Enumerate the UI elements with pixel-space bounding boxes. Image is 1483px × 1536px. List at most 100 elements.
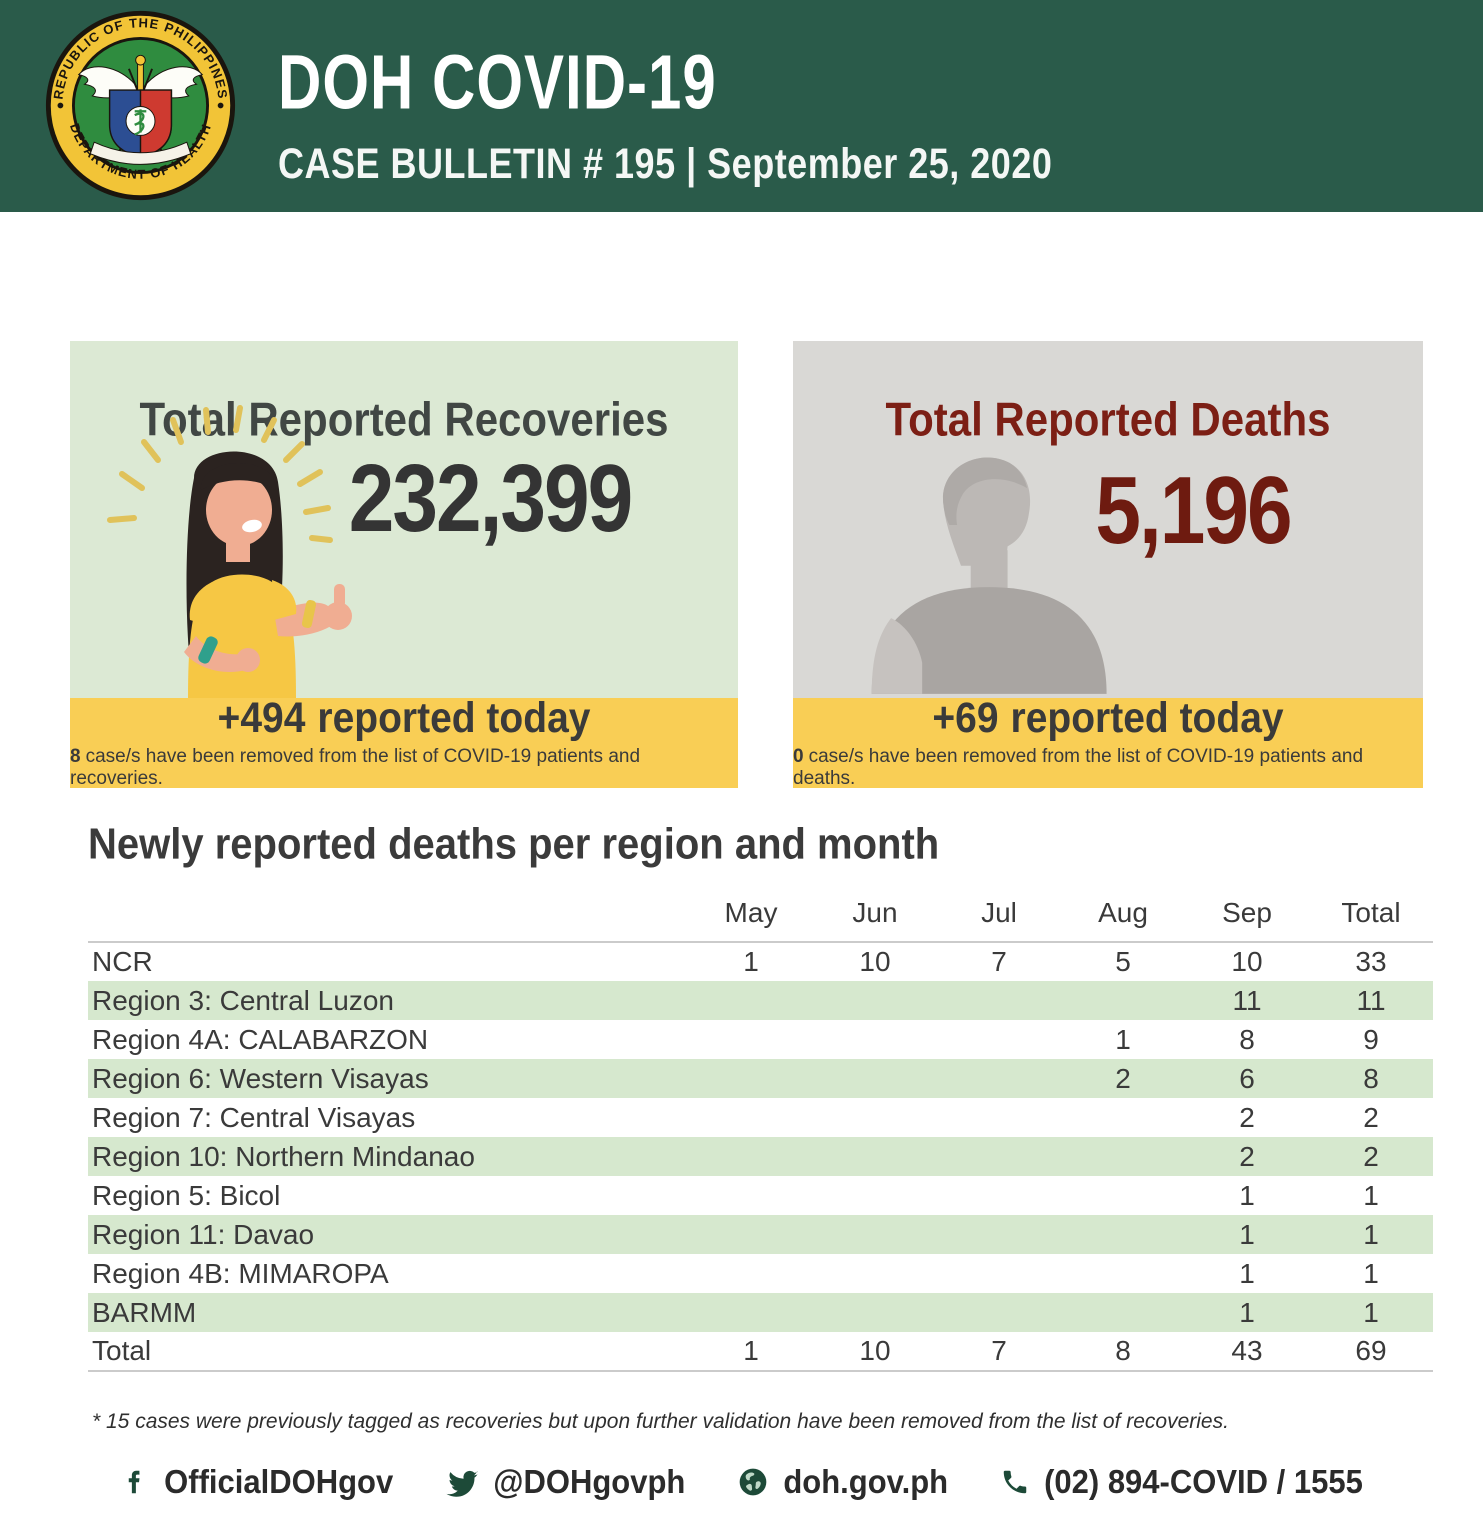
cell-value: 1 [1363, 1218, 1379, 1250]
cell-value [689, 1293, 813, 1332]
table-row: Region 6: Western Visayas 2 6 8 [88, 1059, 1433, 1098]
deaths-delta-label: reported today [1010, 694, 1284, 742]
column-header-region [88, 897, 689, 943]
cell-value: 1 [1115, 1023, 1131, 1055]
deaths-value: 5,196 [1095, 458, 1292, 564]
table-row: Region 7: Central Visayas 2 2 [88, 1098, 1433, 1137]
region-label: BARMM [92, 1296, 197, 1328]
phone-contact[interactable]: (02) 894-COVID / 1555 [1000, 1462, 1363, 1501]
table-row: NCR 1 10 7 5 10 33 [88, 942, 1433, 981]
deaths-delta-band: +69 reported today 0 case/s have been remo… [793, 694, 1423, 789]
region-label: Region 4B: MIMAROPA [92, 1257, 389, 1289]
cell-value [813, 981, 937, 1020]
region-label: NCR [92, 946, 153, 977]
cell-value: 11 [1232, 984, 1262, 1016]
deaths-by-region-table: May Jun Jul Aug Sep Total NCR 1 10 7 5 1… [88, 897, 1433, 1372]
column-header-total: Total [1309, 897, 1433, 943]
contact-bar: OfficialDOHgov @DOHgovph doh.gov.ph (02)… [0, 1452, 1483, 1512]
facebook-handle: OfficialDOHgov [164, 1462, 394, 1501]
deaths-title: Total Reported Deaths [885, 393, 1331, 446]
region-label: Region 7: Central Visayas [92, 1101, 416, 1133]
cell-value [937, 981, 1061, 1020]
cell-value [1061, 1215, 1185, 1254]
page-title: DOH COVID-19 [278, 39, 717, 126]
cell-value [937, 1137, 1061, 1176]
recoveries-value: 232,399 [348, 446, 633, 552]
table-total-row: Total 1 10 7 8 43 69 [88, 1332, 1433, 1372]
cell-value: 1 [1363, 1257, 1379, 1289]
cell-value: 2 [1239, 1140, 1255, 1172]
cell-value [689, 1059, 813, 1098]
footnote: * 15 cases were previously tagged as rec… [92, 1410, 1229, 1433]
cell-value [937, 1098, 1061, 1137]
cell-value [813, 1098, 937, 1137]
cell-value: 1 [1239, 1296, 1255, 1328]
header-banner: REPUBLIC OF THE PHILIPPINES DEPARTMENT O… [0, 0, 1483, 212]
cell-value [937, 1059, 1061, 1098]
cell-value: 1 [743, 946, 759, 977]
cell-value: 10 [1231, 946, 1263, 977]
twitter-contact[interactable]: @DOHgovph [445, 1462, 686, 1501]
cell-value [1061, 1293, 1185, 1332]
cell-value [1061, 1137, 1185, 1176]
cell-value [813, 1293, 937, 1332]
cell-value [813, 1059, 937, 1098]
cell-value [1061, 981, 1185, 1020]
total-value: 43 [1185, 1332, 1309, 1372]
cell-value [813, 1215, 937, 1254]
recoveries-card: Total Reported Recoveries 232,399 [70, 341, 738, 789]
cell-value [689, 1254, 813, 1293]
total-value: 69 [1309, 1332, 1433, 1372]
cell-value: 5 [1115, 946, 1131, 977]
doh-seal-logo: REPUBLIC OF THE PHILIPPINES DEPARTMENT O… [45, 10, 236, 201]
table-row: Region 10: Northern Mindanao 2 2 [88, 1137, 1433, 1176]
region-label: Region 3: Central Luzon [92, 984, 394, 1016]
cell-value [689, 1020, 813, 1059]
cell-value: 2 [1239, 1101, 1255, 1133]
globe-icon [740, 1468, 767, 1496]
website-url: doh.gov.ph [783, 1462, 949, 1501]
twitter-handle: @DOHgovph [493, 1462, 686, 1501]
twitter-icon [446, 1470, 479, 1497]
cell-value: 2 [1115, 1062, 1131, 1094]
column-header-aug: Aug [1061, 897, 1185, 943]
cell-value: 33 [1355, 946, 1387, 977]
phone-number: (02) 894-COVID / 1555 [1044, 1462, 1363, 1501]
cell-value: 1 [1363, 1296, 1379, 1328]
cell-value [1061, 1176, 1185, 1215]
cell-value [689, 1098, 813, 1137]
cell-value [1061, 1098, 1185, 1137]
column-header-sep: Sep [1185, 897, 1309, 943]
cell-value [937, 1215, 1061, 1254]
table-row: BARMM 1 1 [88, 1293, 1433, 1332]
cell-value [689, 1176, 813, 1215]
cell-value [937, 1254, 1061, 1293]
cell-value: 2 [1363, 1140, 1379, 1172]
cell-value: 8 [1239, 1023, 1255, 1055]
region-label: Region 5: Bicol [92, 1179, 281, 1211]
page-subtitle: CASE BULLETIN # 195 | September 25, 2020 [278, 139, 1053, 188]
region-label: Region 11: Davao [92, 1218, 315, 1250]
cell-value: 1 [1239, 1179, 1255, 1211]
table-header-row: May Jun Jul Aug Sep Total [88, 897, 1433, 943]
deaths-delta: +69 [932, 694, 999, 742]
deaths-note-count: 0 [793, 745, 804, 767]
cell-value: 1 [1239, 1218, 1255, 1250]
total-value: 1 [689, 1332, 813, 1372]
facebook-contact[interactable]: OfficialDOHgov [120, 1462, 394, 1501]
cell-value [1061, 1254, 1185, 1293]
recoveries-delta: +494 [217, 694, 306, 742]
total-value: 10 [813, 1332, 937, 1372]
region-label: Region 10: Northern Mindanao [92, 1140, 475, 1172]
cell-value: 9 [1363, 1023, 1379, 1055]
table-row: Region 3: Central Luzon 11 11 [88, 981, 1433, 1020]
cell-value [689, 1137, 813, 1176]
cell-value: 10 [859, 946, 891, 977]
website-contact[interactable]: doh.gov.ph [737, 1462, 949, 1501]
seal-banner [89, 141, 192, 165]
facebook-icon [128, 1470, 140, 1494]
column-header-jun: Jun [813, 897, 937, 943]
cell-value [937, 1293, 1061, 1332]
caduceus-icon [134, 109, 147, 136]
